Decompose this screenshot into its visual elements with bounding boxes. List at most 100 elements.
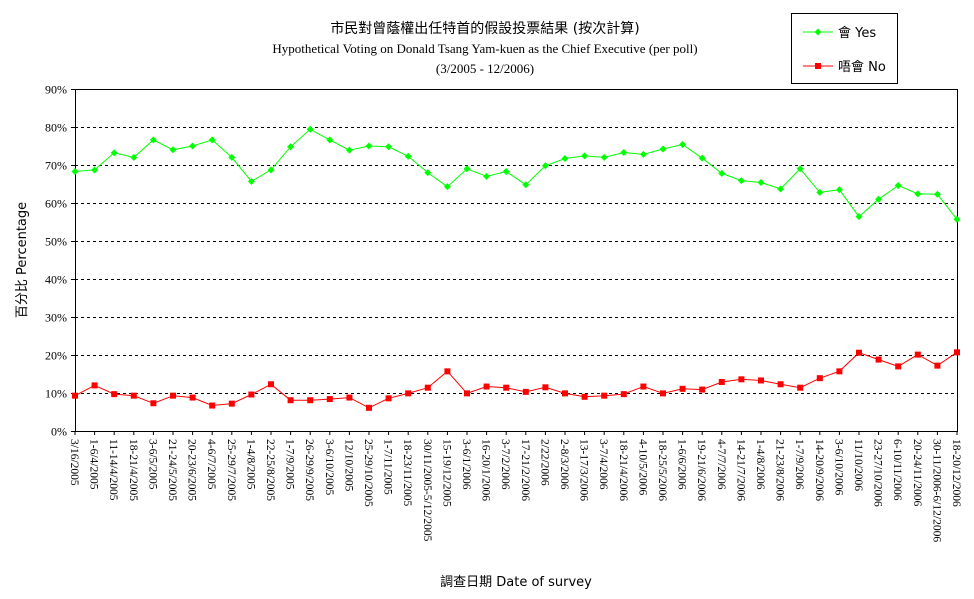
chart-title: 市民對曾蔭權出任特首的假設投票結果 (按次計算)	[330, 20, 639, 37]
x-tick-label: 25-29/10/2005	[362, 439, 374, 507]
legend-marker-yes	[814, 28, 822, 36]
data-point-no	[209, 402, 216, 409]
data-point-yes	[561, 155, 569, 163]
data-point-yes	[208, 136, 216, 144]
y-tick-label: 10%	[45, 387, 67, 401]
x-tick-label: 25-29/7/2005	[225, 439, 237, 501]
data-point-no	[895, 363, 902, 370]
x-tick-label: 2-8/3/2006	[558, 439, 570, 490]
data-point-no	[816, 375, 823, 382]
data-point-no	[856, 349, 862, 356]
y-tick-label: 80%	[45, 121, 67, 135]
data-point-yes	[835, 186, 843, 194]
data-point-no	[522, 388, 529, 395]
data-point-yes	[189, 142, 197, 150]
x-tick-label: 12/10/2005	[342, 439, 354, 492]
x-tick-label: 18-23/11/2005	[401, 439, 413, 507]
legend: 會 Yes 唔會 No	[791, 13, 898, 84]
x-tick-label: 21-24/5/2005	[166, 439, 178, 501]
x-tick-label: 20-24/11/2006	[911, 439, 923, 507]
data-point-yes	[953, 215, 961, 223]
data-point-no	[640, 383, 647, 390]
data-point-no	[836, 368, 843, 375]
data-point-no	[444, 368, 451, 375]
data-point-yes	[385, 143, 393, 151]
x-tick-label: 18-20/12/2006	[950, 439, 962, 507]
x-tick-label: 16-20/1/2006	[480, 439, 492, 501]
data-point-no	[170, 392, 176, 399]
x-tick-label: 1-4/8/2006	[754, 439, 766, 490]
x-tick-label: 14-20/9/2006	[813, 439, 825, 501]
x-tick-label: 1-4/8/2005	[244, 439, 256, 490]
data-point-no	[562, 390, 568, 397]
data-point-yes	[424, 169, 432, 177]
data-point-yes	[796, 165, 804, 173]
data-point-no	[581, 393, 588, 400]
gridlines	[75, 127, 957, 394]
data-point-no	[483, 383, 490, 390]
data-point-no	[934, 362, 941, 369]
data-point-yes	[914, 190, 922, 198]
x-tick-label: 23-27/10/2006	[872, 439, 884, 507]
x-tick-label: 1-7/11/2005	[382, 439, 394, 495]
data-point-no	[326, 396, 333, 403]
data-point-yes	[522, 181, 530, 189]
y-tick-label: 60%	[45, 197, 67, 211]
x-tick-label: 4-7/7/2006	[715, 439, 727, 490]
data-point-yes	[875, 195, 883, 203]
x-tick-label: 18-21/4/2006	[617, 439, 629, 501]
data-point-yes	[169, 146, 177, 154]
x-tick-label: 2/22/2006	[538, 439, 550, 486]
data-point-yes	[855, 213, 863, 221]
data-point-yes	[71, 167, 79, 175]
data-point-no	[72, 392, 78, 399]
x-tick-label: 6-10/11/2006	[891, 439, 903, 501]
x-axis-title: 調查日期 Date of survey	[440, 575, 592, 590]
data-point-no	[150, 400, 157, 407]
y-tick-label: 90%	[45, 83, 67, 97]
x-tick-label: 1-7/9/2006	[793, 439, 805, 490]
series-line	[74, 128, 958, 220]
data-point-no	[503, 384, 510, 391]
data-point-no	[875, 356, 882, 363]
data-point-no	[914, 351, 921, 358]
x-tick-label: 13-17/3/2006	[578, 439, 590, 501]
x-tick-label: 22-25/8/2005	[264, 439, 276, 501]
data-point-yes	[894, 182, 902, 190]
x-tick-label: 4-10/5/2006	[636, 439, 648, 495]
data-point-no	[287, 397, 294, 404]
data-point-yes	[933, 190, 941, 198]
x-tick-label: 14-21/7/2006	[734, 439, 746, 501]
x-tick-label: 26-29/9/2005	[303, 439, 315, 501]
data-point-yes	[600, 153, 608, 161]
legend-items: 會 Yes 唔會 No	[803, 26, 886, 75]
data-point-no	[268, 381, 274, 388]
data-point-yes	[541, 162, 549, 170]
data-point-no	[699, 386, 706, 393]
data-point-yes	[463, 165, 471, 173]
data-point-no	[601, 392, 608, 399]
y-axis-ticks: 0% 10% 20% 30% 40% 50% 60% 70% 80% 90%	[45, 83, 75, 439]
y-tick-label: 70%	[45, 159, 67, 173]
data-point-yes	[326, 136, 334, 144]
legend-marker-no	[815, 63, 821, 69]
data-point-yes	[345, 146, 353, 154]
data-point-no	[228, 400, 235, 407]
x-tick-label: 3-6/10/2006	[832, 439, 844, 495]
x-tick-label: 1-6/6/2006	[676, 439, 688, 490]
data-point-yes	[620, 148, 628, 156]
legend-label: 會 Yes	[838, 26, 876, 41]
data-point-no	[464, 390, 470, 397]
data-point-no	[424, 384, 431, 391]
x-tick-label: 21-23/8/2006	[774, 439, 786, 501]
chart-period: (3/2005 - 12/2006)	[436, 61, 534, 76]
data-point-no	[111, 391, 118, 398]
data-point-yes	[306, 125, 314, 133]
x-tick-label: 18-25/5/2006	[656, 439, 668, 501]
x-axis-ticks: 3/16/2005 1-6/4/2005 11-14/4/2005 18-21/4/2…	[68, 431, 962, 542]
x-tick-label: 18-21/4/2005	[127, 439, 139, 501]
data-point-yes	[110, 149, 118, 157]
data-point-no	[797, 384, 804, 391]
data-point-no	[738, 376, 745, 383]
